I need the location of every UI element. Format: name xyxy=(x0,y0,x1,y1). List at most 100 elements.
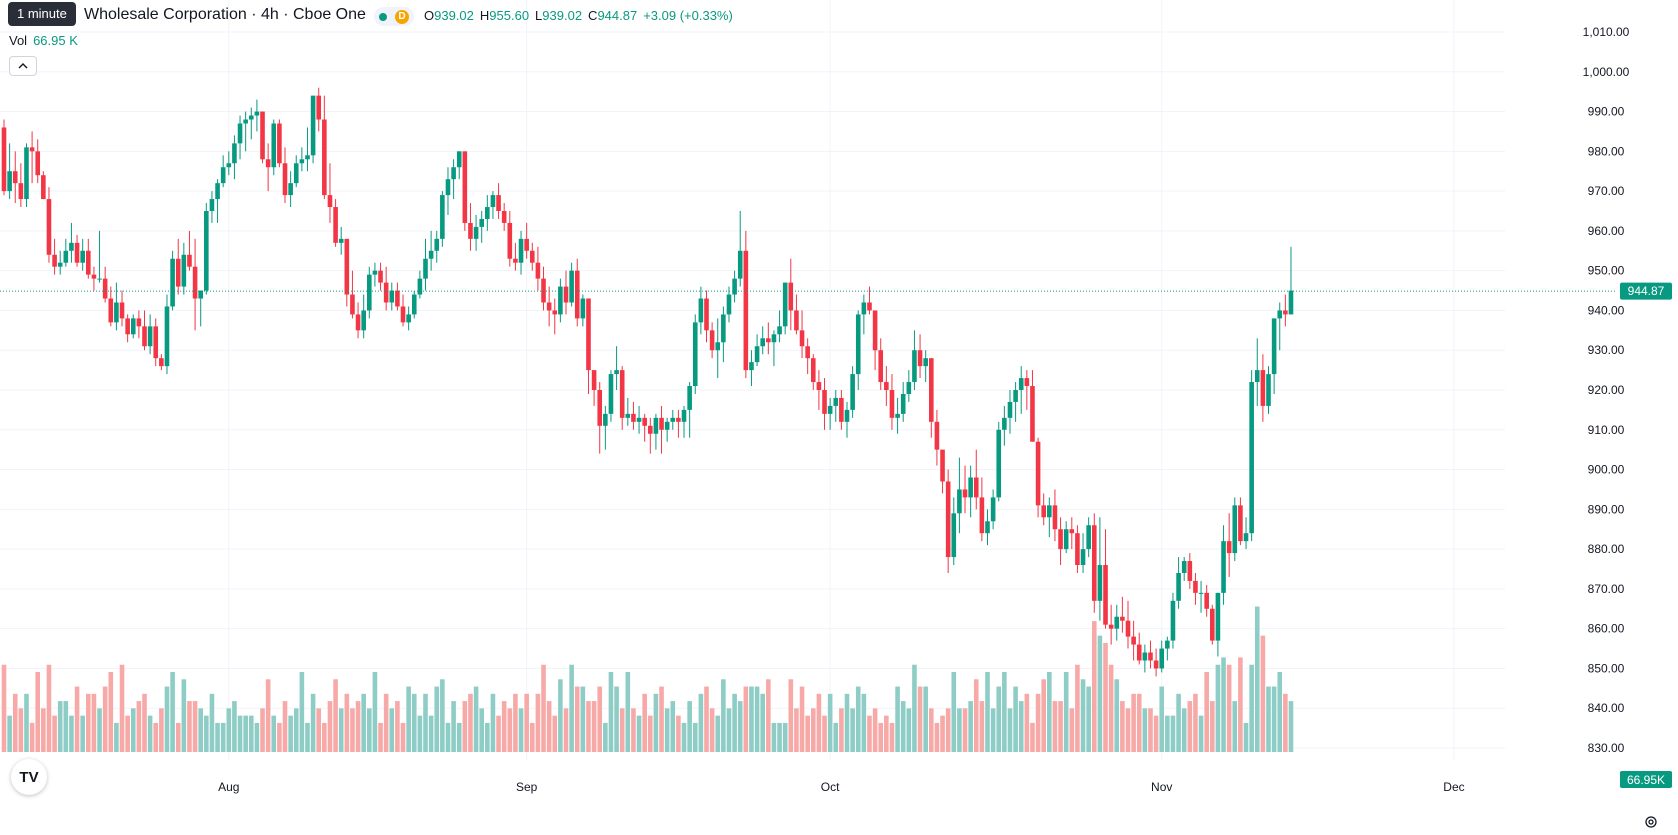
candle-body xyxy=(367,274,372,311)
volume-bar xyxy=(754,686,760,752)
candle-body xyxy=(102,278,108,299)
volume-bar xyxy=(114,722,119,752)
candle-body xyxy=(586,298,591,371)
volume-bar xyxy=(473,686,479,752)
candle-body xyxy=(1204,592,1209,609)
candle-body xyxy=(136,318,142,327)
volume-bars xyxy=(1,606,1294,752)
volume-bar xyxy=(1254,606,1260,752)
candle-body xyxy=(209,199,215,211)
candle-body xyxy=(726,294,732,315)
symbol-title[interactable]: Wholesale Corporation · 4h · Cboe One xyxy=(84,6,366,23)
volume-bar xyxy=(1013,686,1018,752)
volume-bar xyxy=(625,672,631,752)
market-status-pill[interactable]: D xyxy=(374,7,414,26)
last-volume-marker: 66.95K xyxy=(1620,771,1672,788)
candle-body xyxy=(417,278,423,295)
volume-bar xyxy=(479,708,484,752)
candle-body xyxy=(490,195,496,208)
volume-bar xyxy=(1249,664,1254,752)
candle-body xyxy=(799,330,805,347)
volume-bar xyxy=(91,693,97,752)
volume-bar xyxy=(1260,635,1266,752)
candle-body xyxy=(912,350,917,383)
volume-bar xyxy=(721,679,726,752)
volume-bar xyxy=(361,693,366,752)
volume-bar xyxy=(1271,686,1277,752)
volume-bar xyxy=(254,722,260,752)
volume-bar xyxy=(884,715,889,752)
volume-bar xyxy=(496,715,501,752)
price-axis-label: 900.00 xyxy=(1588,463,1625,477)
close-key: C xyxy=(588,8,598,23)
volume-bar xyxy=(659,686,664,752)
candle-body xyxy=(996,429,1002,498)
candle-body xyxy=(153,326,159,359)
candle-body xyxy=(344,238,350,295)
time-axis[interactable]: AugSepOctNovDec2026 xyxy=(218,780,1678,794)
volume-bar xyxy=(917,686,923,752)
candle-body xyxy=(709,330,715,351)
candle-body xyxy=(597,390,603,426)
candle-body xyxy=(91,274,97,279)
candle-body xyxy=(771,334,777,343)
price-axis[interactable]: 830.00 840.00 850.00 860.00 870.00 880.00 890.… xyxy=(1583,25,1630,755)
volume-bar xyxy=(799,686,805,752)
candle-body xyxy=(237,123,243,144)
candle-body xyxy=(310,95,316,156)
candle-body xyxy=(355,314,361,331)
settings-button[interactable] xyxy=(1644,815,1658,833)
volume-bar xyxy=(288,715,293,752)
volume-bar xyxy=(979,701,985,752)
candle-body xyxy=(1047,505,1052,518)
candle-body xyxy=(18,183,24,200)
volume-bar xyxy=(86,693,91,752)
volume-bar xyxy=(1170,715,1176,752)
volume-bar xyxy=(57,701,63,752)
volume-bar xyxy=(440,679,445,752)
candle-body xyxy=(119,302,125,319)
volume-bar xyxy=(1125,708,1131,752)
volume-bar xyxy=(923,686,928,752)
candle-body xyxy=(1097,565,1103,601)
candle-body xyxy=(1030,386,1035,442)
volume-bar xyxy=(934,722,940,752)
volume-bar xyxy=(822,715,827,752)
volume-bar xyxy=(181,679,187,752)
candle-body xyxy=(265,159,271,168)
volume-bar xyxy=(395,701,400,752)
volume-bar xyxy=(327,701,333,752)
volume-bar xyxy=(282,701,288,752)
candle-body xyxy=(192,266,198,299)
volume-bar xyxy=(1075,664,1080,752)
candle-body xyxy=(518,238,524,263)
volume-bar xyxy=(743,686,749,752)
collapse-legend-button[interactable] xyxy=(9,56,37,76)
volume-bar xyxy=(119,664,125,752)
volume-bar xyxy=(574,686,580,752)
candle-body xyxy=(979,497,985,534)
tradingview-logo[interactable]: TV xyxy=(11,759,47,795)
volume-bar xyxy=(80,715,85,752)
candle-body xyxy=(175,258,181,287)
volume-bar xyxy=(18,708,24,752)
candle-body xyxy=(1260,370,1266,406)
timeframe-badge[interactable]: 1 minute xyxy=(8,2,76,26)
volume-bar xyxy=(41,708,46,752)
volume-bar xyxy=(367,708,372,752)
volume-bar xyxy=(1221,657,1226,752)
volume-bar xyxy=(1041,679,1046,752)
price-axis-label: 920.00 xyxy=(1588,383,1625,397)
candle-body xyxy=(743,250,749,371)
volume-bar xyxy=(889,722,895,752)
volume-bar xyxy=(850,708,855,752)
volume-bar xyxy=(760,693,765,752)
volume-bar xyxy=(698,693,704,752)
volume-bar xyxy=(631,708,636,752)
candle-body xyxy=(383,282,389,303)
volume-bar xyxy=(524,693,529,752)
gear-icon xyxy=(1645,816,1657,828)
candle-body xyxy=(485,207,490,219)
volume-bar xyxy=(608,672,614,752)
